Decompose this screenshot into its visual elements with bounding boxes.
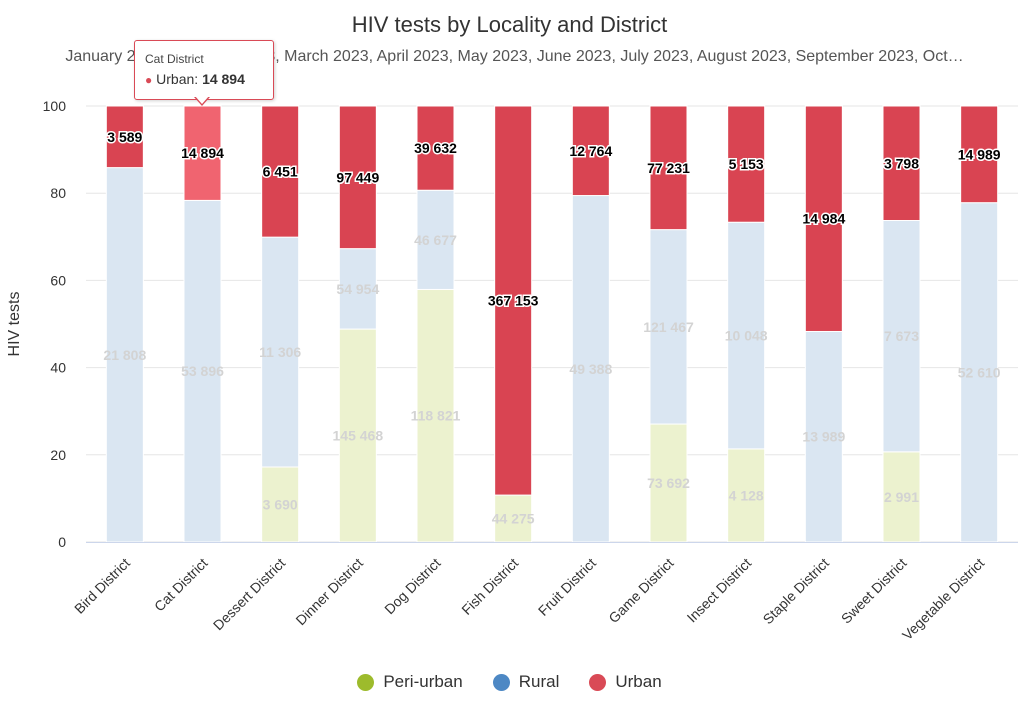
tooltip-line: ● Urban: 14 894 <box>145 71 245 87</box>
data-label-peri-urban: 44 275 <box>492 511 535 527</box>
x-tick-label: Dog District <box>381 555 444 618</box>
data-label-urban: 39 632 <box>414 140 457 156</box>
y-tick-label: 0 <box>58 534 66 550</box>
data-label-urban: 77 231 <box>647 160 690 176</box>
data-label-urban: 97 449 <box>336 169 379 185</box>
bar-rural-dog-district <box>416 189 455 290</box>
tooltip-value: 14 894 <box>202 71 245 87</box>
chart-legend: Peri-urban Rural Urban <box>0 672 1019 692</box>
y-tick-label: 60 <box>50 272 66 288</box>
data-label-peri-urban: 2 991 <box>884 489 919 505</box>
x-tick-label: Dessert District <box>210 555 288 633</box>
bar-urban-cat-district <box>183 105 222 201</box>
data-label-peri-urban: 73 692 <box>647 475 690 491</box>
data-label-rural: 121 467 <box>643 319 694 335</box>
legend-item-rural[interactable]: Rural <box>492 672 560 692</box>
bar-rural-game-district <box>649 229 688 425</box>
data-label-peri-urban: 145 468 <box>333 428 384 444</box>
y-tick-label: 80 <box>50 185 66 201</box>
x-tick-label: Vegetable District <box>899 555 987 643</box>
data-label-rural: 52 610 <box>958 364 1001 380</box>
y-axis-title: HIV tests <box>6 292 23 357</box>
data-label-peri-urban: 118 821 <box>411 408 461 424</box>
bar-peri-urban-dessert-district <box>261 466 300 543</box>
chart-title: HIV tests by Locality and District <box>351 12 668 37</box>
x-tick-label: Insect District <box>684 555 755 626</box>
legend-label: Urban <box>615 672 662 691</box>
bar-peri-urban-dog-district <box>416 288 455 543</box>
data-label-peri-urban: 4 128 <box>729 487 764 503</box>
bar-peri-urban-insect-district <box>727 448 766 543</box>
data-label-urban: 3 798 <box>884 155 919 171</box>
bar-rural-bird-district <box>105 167 144 543</box>
y-tick-label: 100 <box>43 98 67 114</box>
bar-peri-urban-game-district <box>649 423 688 543</box>
data-label-rural: 46 677 <box>414 232 457 248</box>
bar-rural-dinner-district <box>338 248 377 330</box>
data-label-urban: 14 984 <box>802 211 845 227</box>
data-label-peri-urban: 3 690 <box>263 496 298 512</box>
legend-dot-icon <box>589 673 607 691</box>
bar-urban-bird-district <box>105 105 144 169</box>
bar-urban-fish-district <box>494 105 533 496</box>
tooltip-pointer-fill <box>195 96 209 104</box>
data-label-urban: 14 989 <box>958 146 1001 162</box>
bar-urban-game-district <box>649 105 688 231</box>
data-label-urban: 14 894 <box>181 145 224 161</box>
x-tick-label: Staple District <box>760 555 832 627</box>
bar-urban-dinner-district <box>338 105 377 250</box>
data-label-rural: 49 388 <box>569 361 612 377</box>
x-tick-label: Cat District <box>151 555 211 615</box>
bar-urban-dessert-district <box>261 105 300 238</box>
bar-rural-vegetable-district <box>960 202 999 543</box>
bar-rural-dessert-district <box>261 236 300 468</box>
tooltip-title: Cat District <box>145 52 204 66</box>
bar-urban-sweet-district <box>882 105 921 222</box>
data-label-rural: 10 048 <box>725 328 768 344</box>
legend-label: Rural <box>518 672 560 691</box>
bar-rural-fruit-district <box>571 195 610 543</box>
data-label-rural: 7 673 <box>884 328 919 344</box>
data-label-rural: 11 306 <box>259 344 301 360</box>
data-label-rural: 53 896 <box>181 363 224 379</box>
bar-rural-insect-district <box>727 221 766 450</box>
bar-urban-insect-district <box>727 105 766 223</box>
chart-tooltip: Cat District ● Urban: 14 894 <box>134 40 274 100</box>
data-label-urban: 5 153 <box>729 156 764 172</box>
x-tick-label: Sweet District <box>838 555 910 627</box>
bar-rural-sweet-district <box>882 220 921 453</box>
bar-urban-dog-district <box>416 105 455 191</box>
tooltip-marker-icon: ● <box>145 73 153 87</box>
x-tick-label: Bird District <box>71 555 133 617</box>
data-label-urban: 3 589 <box>107 129 142 145</box>
legend-item-peri-urban[interactable]: Peri-urban <box>357 672 463 692</box>
data-label-urban: 367 153 <box>488 293 539 309</box>
bar-urban-staple-district <box>804 105 843 332</box>
y-tick-label: 20 <box>50 447 66 463</box>
x-tick-label: Fruit District <box>535 555 599 619</box>
data-label-rural: 21 808 <box>103 347 146 363</box>
chart-subtitle: January 2023, February 2023, March 2023,… <box>65 48 964 65</box>
bar-urban-fruit-district <box>571 105 610 197</box>
legend-dot-icon <box>357 673 375 691</box>
bar-urban-vegetable-district <box>960 105 999 204</box>
bar-rural-cat-district <box>183 199 222 543</box>
x-tick-label: Fish District <box>458 555 521 618</box>
legend-item-urban[interactable]: Urban <box>589 672 662 692</box>
legend-label: Peri-urban <box>383 672 463 691</box>
y-tick-label: 40 <box>50 360 66 376</box>
data-label-rural: 13 989 <box>802 429 845 445</box>
x-tick-label: Game District <box>605 555 676 626</box>
tooltip-series-label: Urban: <box>156 71 203 87</box>
x-tick-label: Dinner District <box>292 555 366 629</box>
data-label-urban: 12 764 <box>569 143 612 159</box>
legend-dot-icon <box>492 673 510 691</box>
data-label-urban: 6 451 <box>263 164 298 180</box>
bar-rural-staple-district <box>804 330 843 543</box>
data-label-rural: 54 954 <box>336 281 379 297</box>
